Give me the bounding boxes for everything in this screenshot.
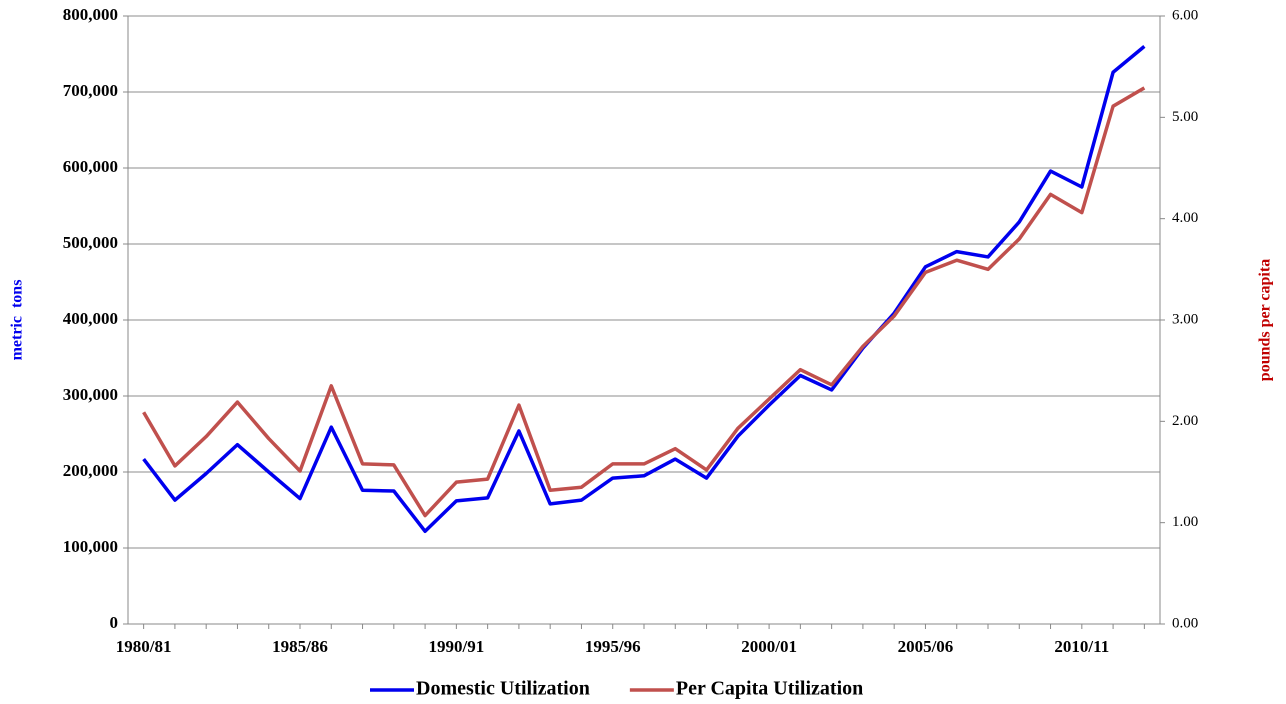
y2-tick-label: 6.00: [1172, 7, 1198, 23]
y2-axis-title: pounds per capita: [1257, 259, 1274, 381]
y-tick-label: 600,000: [63, 157, 118, 176]
series-line: [142, 45, 1146, 534]
x-tick-label: 1985/86: [272, 637, 328, 656]
y-tick-label: 0: [110, 613, 119, 632]
y-tick-label: 700,000: [63, 81, 118, 100]
y-tick-label: 200,000: [63, 461, 118, 480]
x-tick-label: 2000/01: [741, 637, 797, 656]
legend-label: Domestic Utilization: [416, 678, 590, 700]
x-tick-label: 1980/81: [116, 637, 172, 656]
y2-tick-label: 4.00: [1172, 210, 1198, 226]
y-tick-label: 500,000: [63, 233, 118, 252]
y2-tick-label: 0.00: [1172, 615, 1198, 631]
x-tick-label: 1995/96: [585, 637, 641, 656]
y2-tick-label: 1.00: [1172, 514, 1198, 530]
y-tick-label: 100,000: [63, 537, 118, 556]
legend-label: Per Capita Utilization: [676, 678, 863, 700]
x-tick-label: 1990/91: [428, 637, 484, 656]
y2-tick-label: 2.00: [1172, 413, 1198, 429]
y2-tick-label: 3.00: [1172, 311, 1198, 327]
x-tick-label: 2010/11: [1054, 637, 1109, 656]
y2-tick-label: 5.00: [1172, 109, 1198, 125]
series-line: [142, 86, 1146, 518]
y-tick-label: 400,000: [63, 309, 118, 328]
y-tick-label: 300,000: [63, 385, 118, 404]
x-tick-label: 2005/06: [898, 637, 954, 656]
y-tick-label: 800,000: [63, 5, 118, 24]
y-axis-title: metric tons: [9, 280, 26, 361]
